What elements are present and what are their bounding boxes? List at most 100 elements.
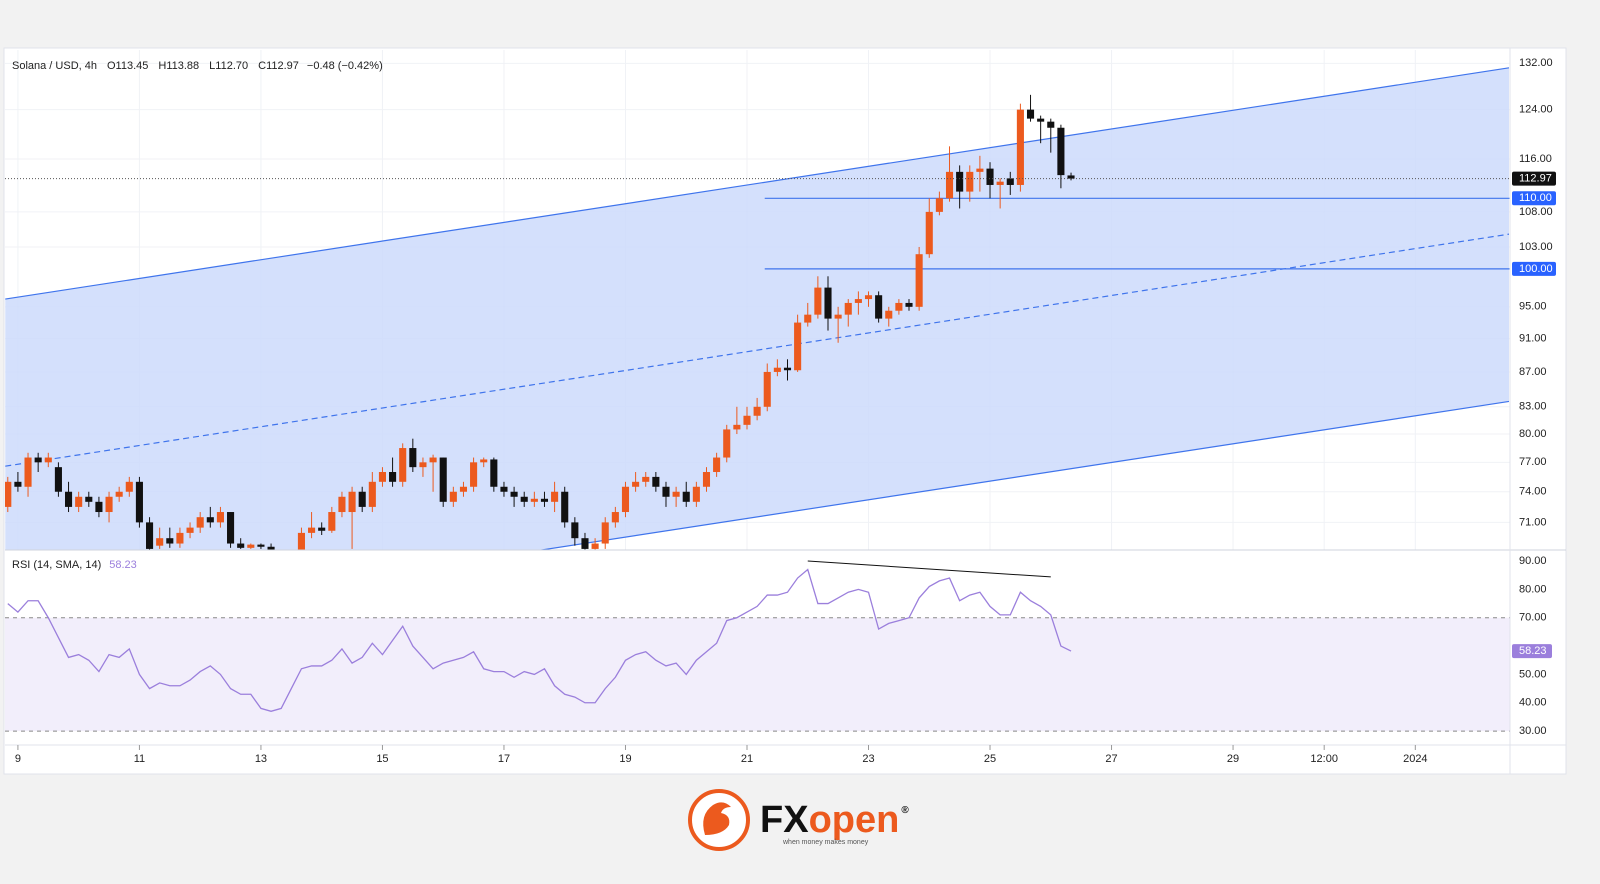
logo-registered: ® [901, 805, 909, 816]
candle-body [804, 314, 812, 323]
candle-body [5, 481, 12, 507]
rsi-tick-label: 70.00 [1519, 612, 1547, 624]
candle-body [834, 314, 842, 319]
candle-body [945, 171, 954, 199]
candle-body [611, 512, 619, 523]
candle-body [915, 254, 923, 307]
candle-body [399, 448, 407, 482]
candle-body [814, 287, 822, 315]
candle-body [14, 481, 22, 487]
y-tick-label: 80.00 [1519, 428, 1547, 440]
candle-body [358, 491, 366, 507]
logo-fx: FX [760, 799, 809, 841]
y-tick-label: 103.00 [1519, 241, 1553, 253]
candle-body [338, 496, 346, 513]
x-tick-label: 12:00 [1310, 753, 1338, 765]
candle-body [459, 486, 468, 492]
candle-body [632, 481, 640, 487]
candle-body [1057, 127, 1065, 176]
last-price-label: 112.97 [1519, 172, 1552, 184]
candle-body [95, 501, 103, 513]
rsi-tick-label: 30.00 [1519, 725, 1547, 737]
candle-body [206, 517, 214, 523]
x-tick-label: 27 [1105, 753, 1117, 765]
candle-body [986, 168, 994, 185]
candle-body [328, 512, 336, 531]
x-tick-label: 13 [255, 753, 267, 765]
channel-middle [5, 233, 1510, 467]
candle-body [1016, 109, 1024, 185]
candle-body [733, 424, 741, 430]
y-tick-label: 108.00 [1519, 206, 1553, 218]
rsi-header: RSI (14, SMA, 14) 58.23 [12, 559, 137, 571]
candle-body [753, 406, 761, 416]
candle-body [105, 496, 113, 513]
candle-body [297, 532, 305, 550]
candle-body [500, 486, 508, 492]
candle-body [439, 457, 447, 502]
candle-body [591, 543, 599, 549]
candle-body [895, 302, 903, 311]
candle-body [662, 486, 670, 497]
channel-lower [537, 400, 1510, 550]
candle-body [267, 546, 275, 550]
logo-text: FXopen ® [760, 799, 909, 841]
candle-body [247, 544, 255, 548]
x-tick-label: 9 [15, 753, 21, 765]
candle-body [24, 457, 32, 487]
candle-body [318, 527, 326, 531]
candle-body [702, 472, 711, 487]
rsi-title: RSI (14, SMA, 14) [12, 559, 101, 571]
rsi-tick-label: 40.00 [1519, 697, 1547, 709]
candle-body [551, 491, 559, 502]
candle-body [561, 491, 569, 523]
candle-body [115, 491, 123, 497]
candle-body [257, 544, 265, 547]
level-tag-label: 100.00 [1519, 263, 1553, 275]
y-tick-label: 77.00 [1519, 456, 1547, 468]
candle-body [905, 302, 913, 307]
y-tick-label: 116.00 [1519, 153, 1552, 165]
candle-body [135, 481, 143, 523]
candle-body [925, 211, 933, 255]
candle-body [956, 171, 964, 192]
candle-body [844, 302, 852, 315]
candle-body [176, 532, 184, 544]
candle-body [34, 457, 42, 463]
rsi-tag [1512, 644, 1552, 659]
rsi-tick-label: 80.00 [1519, 583, 1547, 595]
candle-body [1006, 178, 1014, 185]
candle-body [480, 459, 488, 463]
y-tick-label: 87.00 [1519, 366, 1547, 378]
rsi-tag-label: 58.23 [1519, 645, 1547, 657]
x-tick-label: 17 [498, 753, 510, 765]
candle-body [976, 168, 984, 172]
candle-body [773, 367, 781, 372]
candle-body [419, 462, 427, 468]
candle-body [389, 472, 397, 482]
candle-body [692, 486, 700, 502]
rsi-tick-label: 90.00 [1519, 555, 1547, 567]
candle-body [1067, 175, 1075, 179]
channel-upper [5, 67, 1510, 300]
header: Solana / USD, 4h O113.45 H113.88 L112.70 C11… [12, 60, 383, 72]
symbol: Solana / USD, 4h [12, 60, 97, 72]
candle-body [723, 429, 731, 458]
candle-body [672, 491, 680, 497]
rsi-pane [5, 560, 1510, 732]
candle-body [1026, 109, 1035, 119]
divergence-line [807, 560, 1051, 578]
x-tick-label: 23 [862, 753, 874, 765]
candle-body [378, 472, 386, 482]
candle-body [743, 415, 751, 425]
y-tick-label: 74.00 [1519, 486, 1547, 498]
candle-body [196, 517, 204, 528]
candle-body [642, 476, 650, 482]
candle-body [348, 491, 356, 513]
x-tick-label: 2024 [1403, 753, 1427, 765]
candle-body [854, 299, 862, 303]
candle-body [1037, 118, 1045, 122]
candle-body [966, 171, 974, 192]
ohlc-low: L112.70 [209, 60, 248, 72]
candle-body [85, 496, 93, 502]
